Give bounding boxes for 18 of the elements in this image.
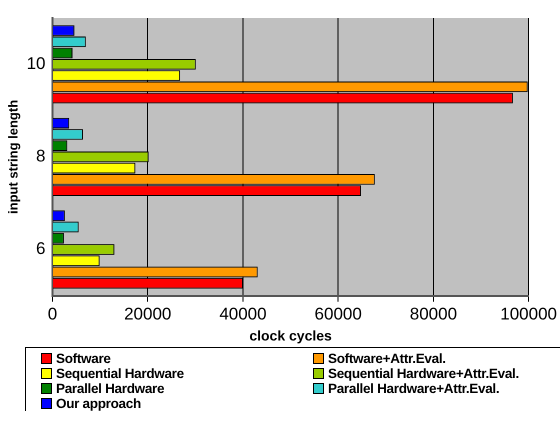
x-tick-label: 80000: [410, 304, 458, 324]
x-axis-title: clock cycles: [249, 327, 332, 344]
y-tick-label: 6: [36, 239, 46, 258]
legend-label: Parallel Hardware+Attr.Eval.: [328, 381, 500, 396]
legend-label: Software+Attr.Eval.: [328, 351, 446, 366]
y-axis-title: input string length: [5, 100, 20, 214]
x-tick-label: 60000: [314, 304, 362, 324]
legend-label: Our approach: [56, 396, 141, 411]
x-tick-label: 100000: [500, 304, 558, 324]
y-tick-label: 8: [36, 146, 46, 166]
legend-label: Parallel Hardware: [56, 381, 164, 396]
x-tick-label: 40000: [219, 304, 267, 324]
x-tick-label: 0: [48, 304, 58, 324]
legend-label: Sequential Hardware: [56, 366, 184, 381]
legend-label: Software: [56, 351, 111, 366]
x-tick-label: 20000: [124, 304, 172, 324]
legend-label: Sequential Hardware+Attr.Eval.: [328, 366, 519, 381]
y-tick-label: 10: [26, 54, 46, 73]
